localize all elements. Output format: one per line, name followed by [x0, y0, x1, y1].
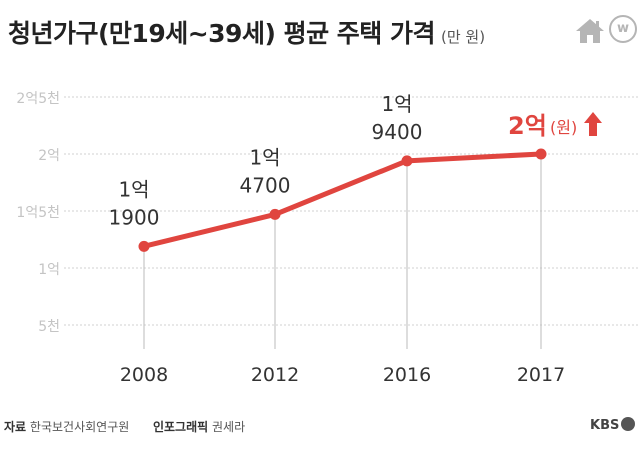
data-label-line1: 1억	[249, 145, 280, 169]
up-arrow-icon	[584, 112, 602, 136]
data-label-line2: 9400	[372, 120, 423, 144]
graphic-value: 권세라	[211, 420, 246, 434]
data-point	[535, 148, 547, 160]
highlight-value-label: 2억	[508, 112, 547, 140]
kbs-logo-icon	[621, 417, 636, 431]
data-point	[138, 240, 150, 252]
w-logo-icon[interactable]: w	[609, 15, 637, 43]
kbs-brand-text: KBS	[590, 418, 620, 433]
x-tick-label: 2008	[120, 364, 168, 386]
source-label: 자료	[4, 420, 27, 434]
data-label-line2: 4700	[240, 173, 291, 197]
data-point	[401, 155, 413, 167]
y-tick-label: 1억5천	[16, 205, 60, 221]
x-tick-label: 2017	[517, 364, 565, 386]
chart-header: 청년가구(만19세~39세) 평균 주택 가격 (만 원)	[8, 14, 485, 50]
y-tick-label: 2억5천	[16, 91, 60, 107]
x-tick-label: 2012	[251, 364, 299, 386]
data-label-line1: 1억	[381, 92, 412, 116]
footer-credits: 자료 한국보건사회연구원 인포그래픽 권세라	[4, 418, 245, 435]
data-label-line1: 1억	[118, 177, 149, 201]
source-value: 한국보건사회연구원	[29, 420, 130, 434]
highlight-unit-label: (원)	[550, 118, 577, 137]
graphic-label: 인포그래픽	[152, 420, 209, 434]
series-line	[141, 151, 544, 249]
data-label-line2: 1900	[109, 205, 160, 229]
home-icon[interactable]	[574, 16, 606, 46]
unit-label: (만 원)	[441, 28, 486, 46]
y-tick-label: 1억	[38, 262, 60, 278]
y-tick-label: 5천	[38, 319, 60, 335]
kbs-logo: KBS	[590, 417, 636, 433]
data-point	[269, 208, 281, 220]
chart-title: 청년가구(만19세~39세) 평균 주택 가격	[8, 19, 436, 48]
y-tick-label: 2억	[38, 148, 60, 164]
x-tick-label: 2016	[383, 364, 431, 386]
